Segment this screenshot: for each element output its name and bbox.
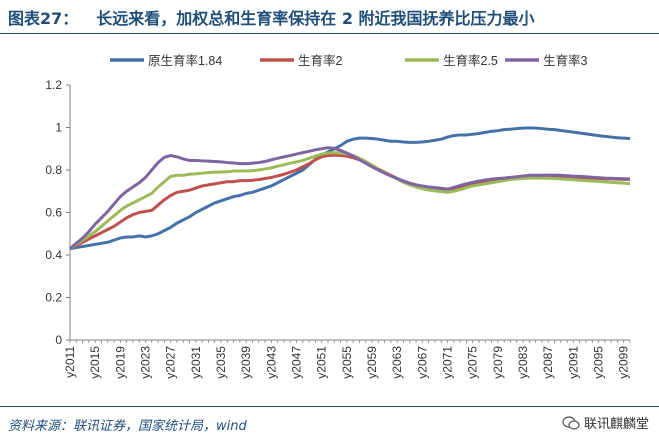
figure-header: 图表27： 长远来看，加权总和生育率保持在 2 附近我国抚养比压力最小 — [0, 0, 659, 34]
x-tick-label: y2019 — [113, 346, 127, 379]
brand-mark: 联讯麒麟堂 — [562, 413, 649, 432]
y-tick-label: 0.2 — [45, 291, 62, 305]
x-tick-label: y2083 — [516, 346, 530, 379]
x-tick-label: y2051 — [315, 346, 329, 379]
series-line-1 — [69, 126, 631, 251]
x-tick-label: y2047 — [290, 346, 304, 379]
x-tick-label: y2059 — [365, 346, 379, 379]
y-tick-label: 0.8 — [45, 163, 62, 177]
x-tick-label: y2067 — [415, 346, 429, 379]
legend-label-1: 原生育率1.84 — [148, 53, 222, 68]
line-chart: 0 0.2 0.4 0.6 0.8 1 1.2 y2011 y2015 y2019 y2023 y20… — [45, 53, 631, 379]
x-tick-label: y2031 — [189, 346, 203, 379]
x-tick-label: y2095 — [592, 346, 606, 379]
x-tick-label: y2015 — [88, 346, 102, 379]
x-tick-label: y2091 — [566, 346, 580, 379]
figure-label: 图表27： — [8, 8, 79, 28]
x-tick-label: y2035 — [214, 346, 228, 379]
source-note: 资料来源：联讯证券，国家统计局，wind — [8, 419, 247, 434]
legend-label-4: 生育率3 — [543, 53, 588, 68]
x-tick-label: y2023 — [139, 346, 153, 379]
x-tick-label: y2043 — [264, 346, 278, 379]
wechat-icon — [562, 415, 580, 430]
series-line-4 — [69, 146, 631, 250]
figure-title: 长远来看，加权总和生育率保持在 2 附近我国抚养比压力最小 — [96, 8, 535, 28]
legend-label-3: 生育率2.5 — [443, 53, 498, 68]
x-tick-label: y2039 — [239, 346, 253, 379]
brand-name: 联讯麒麟堂 — [583, 417, 649, 432]
x-tick-label: y2087 — [541, 346, 555, 379]
x-tick-label: y2063 — [390, 346, 404, 379]
x-tick-label: y2071 — [441, 346, 455, 379]
x-tick-label: y2011 — [63, 346, 77, 378]
x-tick-label: y2075 — [466, 346, 480, 379]
legend-label-2: 生育率2 — [298, 53, 343, 68]
y-tick-label: 0.6 — [45, 206, 62, 220]
x-tick-label: y2027 — [164, 346, 178, 379]
y-tick-label: 0.4 — [45, 248, 62, 262]
y-tick-label: 0 — [55, 333, 62, 347]
y-tick-label: 1 — [55, 121, 62, 135]
figure-footer: 资料来源：联讯证券，国家统计局，wind 联讯麒麟堂 — [0, 406, 659, 446]
x-tick-label: y2099 — [617, 346, 631, 379]
y-tick-label: 1.2 — [45, 78, 62, 92]
x-tick-label: y2055 — [340, 346, 354, 379]
x-tick-label: y2079 — [491, 346, 505, 379]
